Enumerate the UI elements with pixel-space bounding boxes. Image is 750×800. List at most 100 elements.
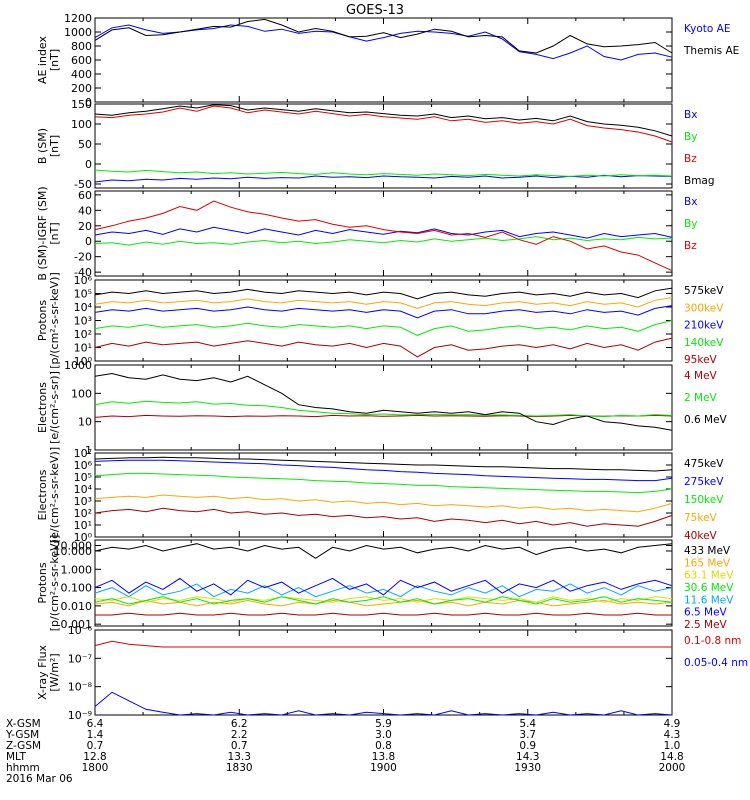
series-line-0-6-mev <box>94 372 673 431</box>
panel-bigrf: -40 -20 0 20 40 60 B (SM)-IGRF (SM) [nT] Bx By Bz <box>36 186 697 280</box>
legend-label: 4 MeV <box>684 370 718 382</box>
series-line-by <box>94 169 673 177</box>
footer-value: 6.2 <box>231 718 248 730</box>
legend-label: 210keV <box>684 320 724 332</box>
series-line-210kev <box>94 305 673 319</box>
footer-value: 5.9 <box>375 718 392 730</box>
legend-label: 433 MeV <box>684 545 731 557</box>
legend-label: 165 MeV <box>684 557 731 569</box>
y-axis-label: [nT] <box>48 49 61 71</box>
figure-title: GOES-13 <box>346 3 404 18</box>
y-tick-label: -20 <box>74 251 92 264</box>
panel-frame <box>94 364 673 451</box>
y-axis-label: Electrons <box>36 469 49 520</box>
y-tick-label: 60 <box>78 189 92 202</box>
series-line-bz <box>94 105 673 143</box>
series-line-300kev <box>94 297 673 309</box>
y-axis-label: [nT] <box>48 135 61 157</box>
panel-bsm: -50 0 50 100 150 B (SM) [nT] Bx By Bz Bmag <box>36 98 715 191</box>
footer-value: 1830 <box>226 762 253 774</box>
y-tick-label: 200 <box>71 82 92 95</box>
series-line-150kev <box>94 472 673 494</box>
footer-value: 0.7 <box>231 740 248 752</box>
legend-label: 6.5 MeV <box>684 607 728 619</box>
legend-label: 40keV <box>684 530 718 542</box>
y-tick-label: 1.000 <box>61 563 93 576</box>
series-line-63-1-mev <box>94 596 673 603</box>
footer-value: 1.0 <box>664 740 681 752</box>
footer-value: 3.7 <box>519 729 536 741</box>
y-tick-label: 10⁷ <box>74 447 92 460</box>
footer-row-label: 2016 Mar 06 <box>6 773 73 785</box>
panel-frame <box>94 452 673 538</box>
y-tick-label: 1200 <box>64 12 92 25</box>
series-line-575kev <box>94 287 673 300</box>
y-tick-label: 10⁻⁶ <box>68 624 93 637</box>
y-axis-label: [p/(cm²-s-sr-keV)] <box>48 535 61 632</box>
y-tick-label: -40 <box>74 266 92 279</box>
footer-value: 2000 <box>659 762 686 774</box>
y-tick-label: 0 <box>85 158 92 171</box>
y-tick-label: 0.001 <box>61 618 93 631</box>
y-tick-label: 0 <box>85 96 92 109</box>
y-tick-label: 10⁶ <box>74 459 93 472</box>
series-line-75kev <box>94 494 673 513</box>
panel-electrons1: 1 10 100 1000 Electrons [e/(cm²-s-sr)] 4 MeV 2 … <box>36 359 728 457</box>
y-tick-label: 10⁰ <box>74 355 93 368</box>
y-tick-label: 10⁴ <box>74 301 93 314</box>
y-tick-label: 0.100 <box>61 582 93 595</box>
series-line-95kev <box>94 337 673 358</box>
legend-label: Themis AE <box>683 45 739 57</box>
footer-row-label: hhmm <box>6 762 40 774</box>
y-axis-label: B (SM)-IGRF (SM) <box>36 186 49 280</box>
legend-label: 30.6 MeV <box>684 582 734 594</box>
legend-label: 2.5 MeV <box>684 619 728 631</box>
legend-label: 2 MeV <box>684 392 718 404</box>
legend-label: 63.1 MeV <box>684 570 734 582</box>
y-axis-label: Electrons <box>36 382 49 433</box>
legend-label: 0.1-0.8 nm <box>684 635 741 647</box>
y-tick-label: 10⁻⁹ <box>68 709 92 722</box>
panel-frame <box>94 629 673 716</box>
panel-xray: 10⁻⁹ 10⁻⁸ 10⁻⁷ 10⁻⁶ X-ray Flux [W/m²] 0.1-0.8 … <box>36 624 748 722</box>
y-tick-label: 0 <box>85 235 92 248</box>
legend-label: By <box>684 131 697 143</box>
series-line-2-5-mev <box>95 612 672 616</box>
legend-label: 95keV <box>684 354 718 366</box>
y-tick-label: 100 <box>71 118 92 131</box>
footer-value: 2.2 <box>231 729 248 741</box>
footer-row-label: X-GSM <box>6 718 41 730</box>
legend-label: 11.6 MeV <box>684 594 734 606</box>
y-axis-label: X-ray Flux <box>36 644 49 700</box>
y-tick-label: -50 <box>74 178 92 191</box>
legend-label: Bz <box>684 153 697 165</box>
y-axis-label: [e/(cm²-s-sr-keV)] <box>48 447 61 543</box>
y-tick-label: 10⁶ <box>74 274 93 287</box>
panel-frame <box>94 17 673 103</box>
series-line-kyoto-ae <box>94 24 673 61</box>
y-axis-label: Protons <box>36 300 49 341</box>
y-axis-label: [p/(cm²-s-sr-keV)] <box>48 272 61 369</box>
series-line-bmag <box>94 104 673 137</box>
y-tick-label: 10⁰ <box>74 531 93 544</box>
y-tick-label: 20 <box>78 220 92 233</box>
series-line-0-05-0-4-nm <box>94 691 673 716</box>
panel-frame <box>94 190 673 277</box>
y-axis-label: [W/m²] <box>48 653 61 691</box>
footer-value: 4.3 <box>664 729 681 741</box>
y-tick-label: 100 <box>71 387 92 400</box>
y-axis-label: B (SM) <box>36 128 49 164</box>
y-tick-label: 10¹ <box>74 342 92 355</box>
legend-label: Bx <box>684 109 697 121</box>
legend-label: 300keV <box>684 302 724 314</box>
series-line-275kev <box>94 459 673 482</box>
legend-label: Bmag <box>684 175 715 187</box>
y-tick-label: 10⁵ <box>74 471 92 484</box>
footer-value: 0.8 <box>375 740 392 752</box>
footer-value: 1900 <box>370 762 397 774</box>
y-tick-label: 50 <box>78 138 92 151</box>
